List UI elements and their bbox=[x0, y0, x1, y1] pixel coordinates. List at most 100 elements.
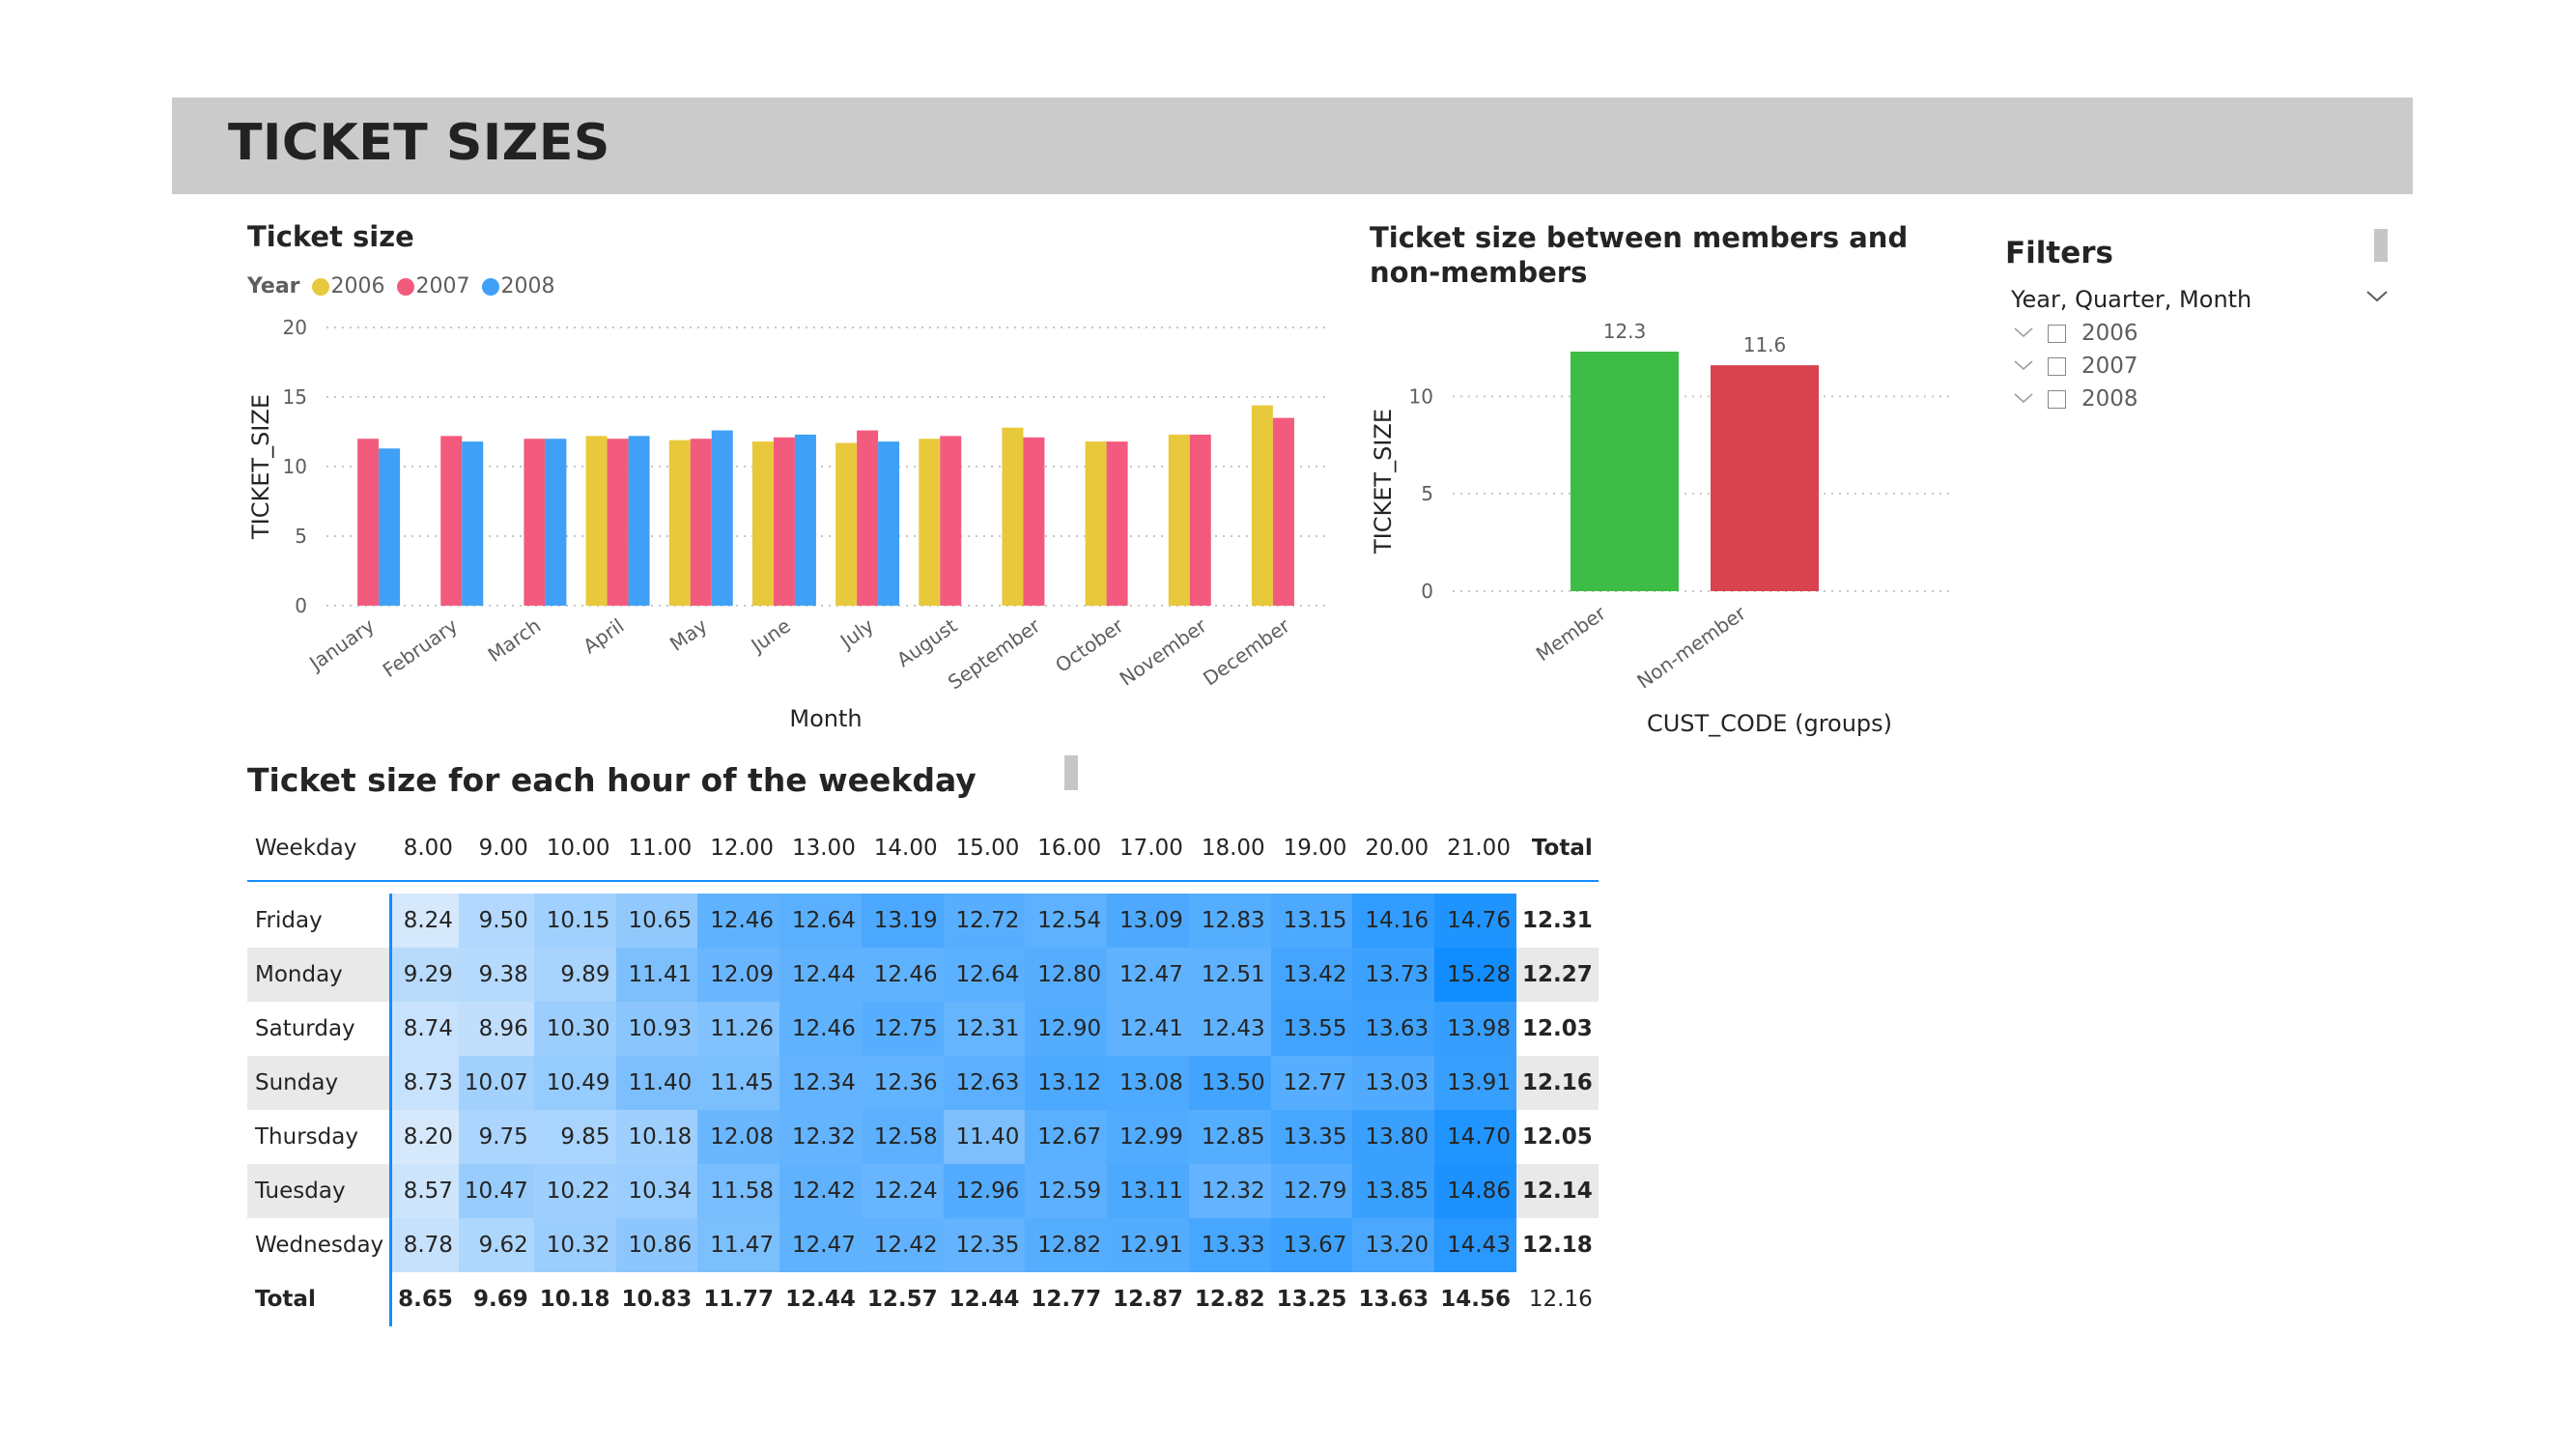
matrix-cell[interactable]: 13.91 bbox=[1434, 1056, 1516, 1110]
row-total-cell[interactable]: 12.03 bbox=[1521, 1016, 1593, 1041]
matrix-cell[interactable]: 12.46 bbox=[861, 948, 944, 1002]
expand-chevron-icon[interactable] bbox=[2013, 356, 2034, 377]
matrix-cell[interactable]: 8.57 bbox=[390, 1164, 459, 1218]
matrix-cell[interactable]: 14.43 bbox=[1434, 1218, 1516, 1272]
matrix-cell[interactable]: 12.32 bbox=[779, 1110, 862, 1164]
matrix-cell[interactable]: 15.28 bbox=[1434, 948, 1516, 1002]
filter-field-label[interactable]: Year, Quarter, Month bbox=[2011, 286, 2252, 313]
filter-checkbox[interactable] bbox=[2048, 389, 2066, 409]
matrix-cell[interactable]: 10.22 bbox=[533, 1164, 616, 1218]
column-total-cell[interactable]: 12.44 bbox=[785, 1287, 856, 1312]
matrix-cell[interactable]: 12.99 bbox=[1107, 1110, 1189, 1164]
matrix-cell[interactable]: 12.42 bbox=[779, 1164, 862, 1218]
matrix-cell[interactable]: 8.73 bbox=[390, 1056, 459, 1110]
matrix-row-tuesday[interactable]: Tuesday 8.57 10.47 10.22 10.34 11.58 12.42 12.2… bbox=[247, 1164, 1599, 1218]
matrix-total-row[interactable]: Total 8.65 9.69 10.18 10.83 11.77 12.44 12.57 12… bbox=[247, 1272, 1599, 1326]
column-header-hour[interactable]: 18.00 bbox=[1201, 836, 1265, 861]
matrix-cell[interactable]: 12.83 bbox=[1188, 894, 1271, 948]
matrix-cell[interactable]: 13.80 bbox=[1352, 1110, 1435, 1164]
row-total-cell[interactable]: 12.14 bbox=[1515, 1164, 1599, 1218]
matrix-cell[interactable]: 12.75 bbox=[861, 1002, 944, 1056]
matrix-row-friday[interactable]: Friday 8.24 9.50 10.15 10.65 12.46 12.64 13.19 1… bbox=[247, 894, 1599, 948]
matrix-cell[interactable]: 13.12 bbox=[1025, 1056, 1108, 1110]
bar-2007-february[interactable] bbox=[440, 436, 463, 606]
legend-item-2007[interactable]: 2007 bbox=[396, 274, 470, 298]
row-label[interactable]: Tuesday bbox=[247, 1164, 393, 1218]
bar-2008-may[interactable] bbox=[711, 430, 733, 606]
matrix-cell[interactable]: 12.54 bbox=[1025, 894, 1108, 948]
bar-2007-june[interactable] bbox=[773, 437, 795, 606]
column-total-cell[interactable]: 9.69 bbox=[473, 1287, 528, 1312]
matrix-cell[interactable]: 13.63 bbox=[1352, 1002, 1435, 1056]
matrix-cell[interactable]: 9.85 bbox=[533, 1110, 616, 1164]
row-total-cell[interactable]: 12.05 bbox=[1521, 1124, 1593, 1150]
bar-2007-may[interactable] bbox=[690, 439, 712, 606]
column-header-hour[interactable]: 17.00 bbox=[1119, 836, 1183, 861]
matrix-cell[interactable]: 13.73 bbox=[1352, 948, 1435, 1002]
row-total-cell[interactable]: 12.18 bbox=[1521, 1233, 1593, 1258]
bar-2006-november[interactable] bbox=[1168, 434, 1190, 606]
row-label[interactable]: Wednesday bbox=[247, 1218, 393, 1272]
matrix-cell[interactable]: 14.86 bbox=[1434, 1164, 1516, 1218]
matrix-cell[interactable]: 12.58 bbox=[861, 1110, 944, 1164]
bar-2006-october[interactable] bbox=[1085, 441, 1107, 606]
matrix-cell[interactable]: 12.32 bbox=[1188, 1164, 1271, 1218]
matrix-cell[interactable]: 13.35 bbox=[1270, 1110, 1353, 1164]
matrix-cell[interactable]: 9.29 bbox=[390, 948, 459, 1002]
column-total-cell[interactable]: 12.82 bbox=[1194, 1287, 1265, 1312]
matrix-cell[interactable]: 12.91 bbox=[1107, 1218, 1189, 1272]
column-total-cell[interactable]: 13.25 bbox=[1276, 1287, 1347, 1312]
matrix-cell[interactable]: 8.96 bbox=[458, 1002, 534, 1056]
matrix-cell[interactable]: 10.15 bbox=[533, 894, 616, 948]
column-header-total[interactable]: Total bbox=[1531, 836, 1593, 861]
row-label[interactable]: Thursday bbox=[247, 1110, 393, 1164]
matrix-cell[interactable]: 10.32 bbox=[533, 1218, 616, 1272]
matrix-cell[interactable]: 13.20 bbox=[1352, 1218, 1435, 1272]
column-total-cell[interactable]: 8.65 bbox=[398, 1287, 453, 1312]
matrix-cell[interactable]: 8.78 bbox=[390, 1218, 459, 1272]
matrix-cell[interactable]: 13.55 bbox=[1270, 1002, 1353, 1056]
matrix-row-monday[interactable]: Monday 9.29 9.38 9.89 11.41 12.09 12.44 12.46 12… bbox=[247, 948, 1599, 1002]
matrix-cell[interactable]: 12.47 bbox=[1107, 948, 1189, 1002]
matrix-cell[interactable]: 12.09 bbox=[697, 948, 780, 1002]
column-total-cell[interactable]: 12.77 bbox=[1031, 1287, 1102, 1312]
expand-chevron-icon[interactable] bbox=[2013, 389, 2034, 410]
matrix-cell[interactable]: 13.98 bbox=[1434, 1002, 1516, 1056]
row-label[interactable]: Friday bbox=[247, 894, 393, 948]
bar-2006-july[interactable] bbox=[835, 442, 858, 606]
matrix-cell[interactable]: 8.24 bbox=[390, 894, 459, 948]
matrix-cell[interactable]: 10.49 bbox=[533, 1056, 616, 1110]
bar-2007-january[interactable] bbox=[357, 439, 380, 606]
bar-2007-march[interactable] bbox=[524, 439, 546, 606]
matrix-cell[interactable]: 12.42 bbox=[861, 1218, 944, 1272]
column-total-cell[interactable]: 13.63 bbox=[1358, 1287, 1430, 1312]
bar-non-member[interactable] bbox=[1711, 365, 1819, 591]
matrix-cell[interactable]: 12.90 bbox=[1025, 1002, 1108, 1056]
column-header-hour[interactable]: 16.00 bbox=[1037, 836, 1102, 861]
matrix-cell[interactable]: 9.50 bbox=[458, 894, 534, 948]
bar-2007-october[interactable] bbox=[1106, 441, 1128, 606]
column-total-cell[interactable]: 12.44 bbox=[948, 1287, 1020, 1312]
bar-2007-december[interactable] bbox=[1272, 417, 1294, 606]
column-header-hour[interactable]: 12.00 bbox=[710, 836, 775, 861]
matrix-cell[interactable]: 9.62 bbox=[458, 1218, 534, 1272]
matrix-cell[interactable]: 12.24 bbox=[861, 1164, 944, 1218]
matrix-row-saturday[interactable]: Saturday 8.74 8.96 10.30 10.93 11.26 12.46 12.7… bbox=[247, 1002, 1599, 1056]
matrix-cell[interactable]: 12.72 bbox=[943, 894, 1026, 948]
bar-2007-september[interactable] bbox=[1023, 437, 1045, 606]
column-total-cell[interactable]: 11.77 bbox=[703, 1287, 775, 1312]
matrix-cell[interactable]: 12.82 bbox=[1025, 1218, 1108, 1272]
matrix-cell[interactable]: 13.42 bbox=[1270, 948, 1353, 1002]
matrix-cell[interactable]: 13.03 bbox=[1352, 1056, 1435, 1110]
legend-item-2006[interactable]: 2006 bbox=[311, 274, 385, 298]
matrix-cell[interactable]: 13.50 bbox=[1188, 1056, 1271, 1110]
matrix-row-sunday[interactable]: Sunday 8.73 10.07 10.49 11.40 11.45 12.34 12.36… bbox=[247, 1056, 1599, 1110]
bar-2006-december[interactable] bbox=[1251, 405, 1273, 606]
row-label[interactable]: Monday bbox=[247, 948, 393, 1002]
column-header-hour[interactable]: 11.00 bbox=[628, 836, 693, 861]
matrix-cell[interactable]: 14.76 bbox=[1434, 894, 1516, 948]
matrix-cell[interactable]: 13.11 bbox=[1107, 1164, 1189, 1218]
matrix-cell[interactable]: 10.93 bbox=[615, 1002, 698, 1056]
matrix-cell[interactable]: 13.33 bbox=[1188, 1218, 1271, 1272]
expand-chevron-icon[interactable] bbox=[2013, 324, 2034, 344]
